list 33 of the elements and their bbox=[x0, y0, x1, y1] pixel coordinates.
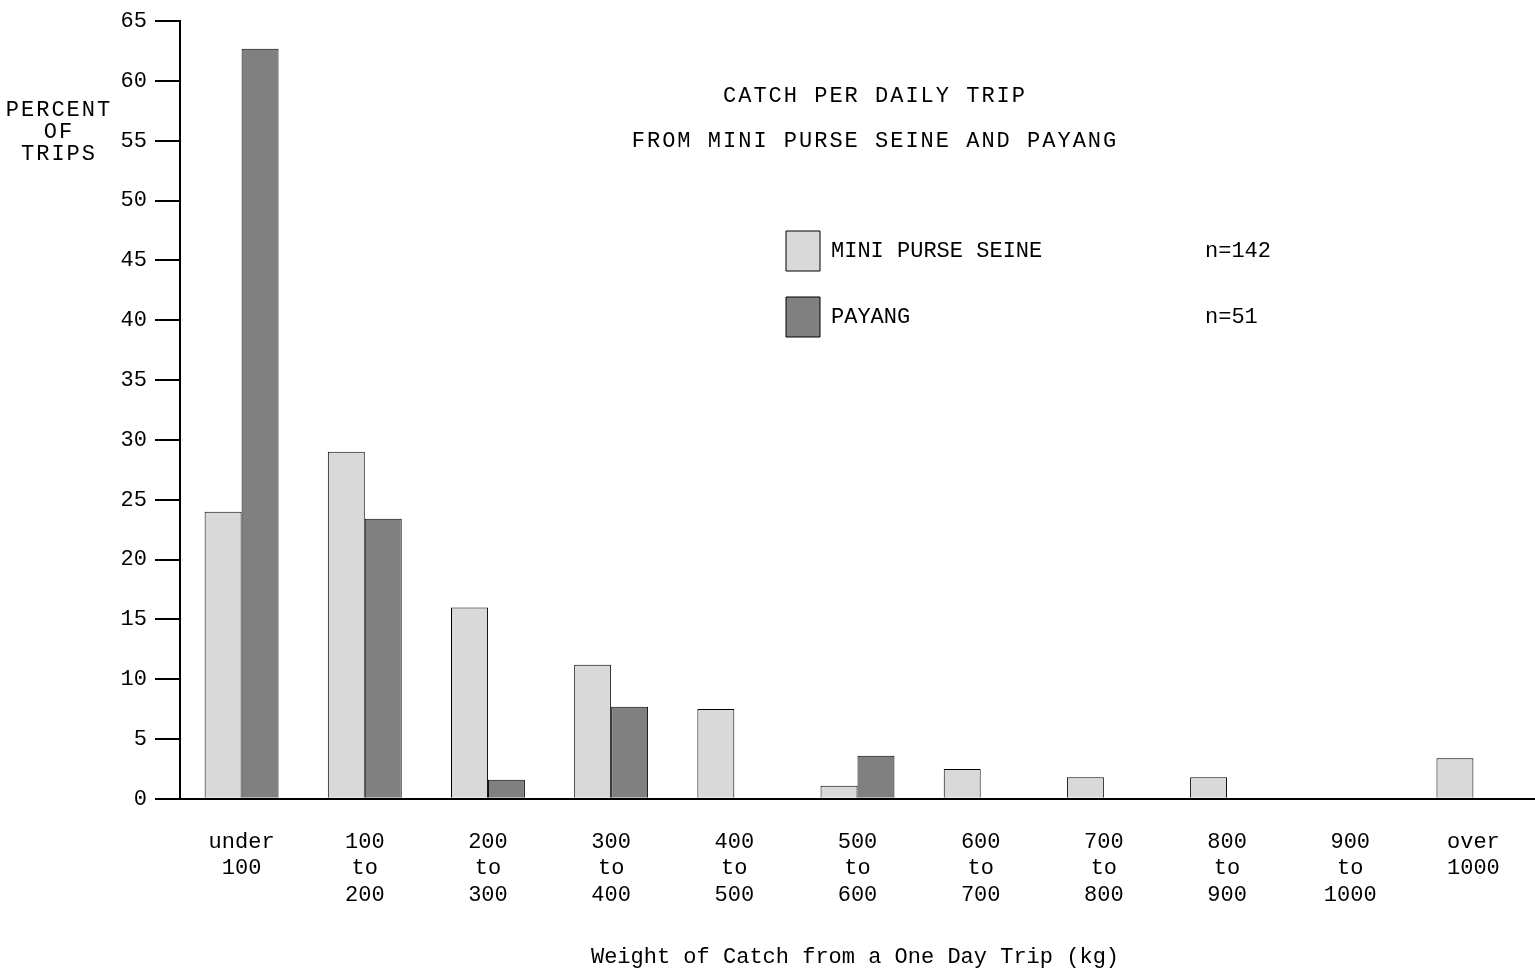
y-tick-label: 65 bbox=[120, 9, 147, 35]
y-tick-label: 20 bbox=[120, 547, 147, 573]
text: FROM MINI PURSE SEINE AND PAYANG bbox=[631, 129, 1119, 154]
x-axis-title: Weight of Catch from a One Day Trip (kg) bbox=[590, 945, 1120, 970]
y-tick-label: 40 bbox=[120, 308, 147, 334]
annotation: n=51 bbox=[1205, 304, 1258, 330]
x-tick-label: 600 to 700 bbox=[960, 829, 1001, 908]
annotation: n=142 bbox=[1205, 238, 1272, 264]
y-tick-label: 25 bbox=[120, 487, 147, 513]
y-tick-label: 5 bbox=[133, 726, 147, 752]
x-tick-label: under 100 bbox=[208, 829, 275, 882]
y-tick-label: 55 bbox=[120, 128, 147, 154]
y-tick-label: 45 bbox=[120, 248, 147, 274]
y-tick-label: 35 bbox=[120, 367, 147, 393]
x-tick-label: 500 to 600 bbox=[837, 829, 878, 908]
x-tick-label: 100 to 200 bbox=[344, 829, 385, 908]
x-tick-label: 300 to 400 bbox=[591, 829, 631, 908]
y-tick-label: 60 bbox=[120, 68, 147, 94]
x-tick-label: 200 to 300 bbox=[468, 829, 508, 908]
text: CATCH PER DAILY TRIP bbox=[722, 84, 1028, 109]
y-tick-label: 15 bbox=[120, 607, 147, 633]
y-axis-title: PERCENT OF TRIPS bbox=[4, 98, 114, 167]
x-tick-label: over 1000 bbox=[1447, 829, 1500, 882]
y-tick-label: 0 bbox=[133, 786, 147, 812]
y-tick-label: 30 bbox=[120, 427, 147, 453]
y-tick-label: 50 bbox=[120, 188, 147, 214]
x-tick-label: 700 to 800 bbox=[1084, 829, 1124, 908]
legend-label: MINI PURSE SEINE bbox=[831, 238, 1043, 264]
legend-label: PAYANG bbox=[831, 304, 911, 330]
x-tick-label: 800 to 900 bbox=[1207, 829, 1247, 908]
x-tick-label: 900 to 1000 bbox=[1323, 829, 1377, 908]
y-tick-label: 10 bbox=[120, 667, 147, 692]
x-tick-label: 400 to 500 bbox=[714, 829, 755, 908]
